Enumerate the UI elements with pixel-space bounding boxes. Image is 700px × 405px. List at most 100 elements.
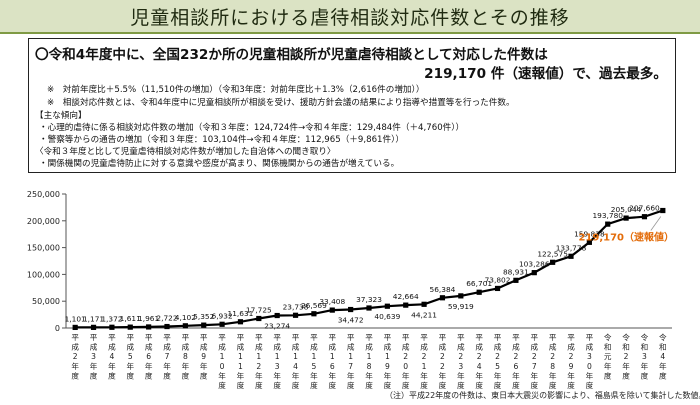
data-label: 40,639 — [374, 312, 400, 321]
data-label: 23,738 — [283, 302, 309, 311]
x-tick-label: 平成 4 年度 — [108, 333, 116, 380]
data-point — [146, 324, 152, 330]
data-label: 2,722 — [156, 314, 177, 323]
data-label: 56,384 — [430, 285, 456, 294]
data-point — [274, 312, 280, 319]
data-label: 23,274 — [264, 322, 290, 331]
x-tick-label: 平成 2 3 年度 — [457, 333, 465, 390]
data-point — [90, 324, 97, 330]
data-label: 34,472 — [338, 316, 364, 325]
data-label: 66,701 — [466, 279, 492, 288]
data-point — [256, 315, 262, 322]
x-tick-label: 令和 4 年度 — [659, 332, 667, 380]
data-point — [586, 239, 592, 245]
data-point — [127, 324, 133, 330]
x-tick-label: 平成 1 3 年度 — [273, 333, 281, 390]
data-point — [531, 270, 537, 276]
data-label: 37,323 — [356, 295, 382, 304]
data-point — [329, 307, 335, 313]
x-tick-label: 平成 2 年度 — [71, 333, 79, 380]
data-point — [458, 293, 464, 299]
data-label: 207,660 — [629, 204, 660, 213]
data-point — [439, 295, 446, 301]
x-tick-label: 平成 9 年度 — [200, 333, 208, 380]
data-label: 1,372 — [101, 314, 122, 323]
data-point — [605, 221, 611, 227]
x-tick-label: 平成 7 年度 — [163, 333, 171, 380]
y-tick-label: 100,000 — [27, 270, 60, 279]
data-point — [219, 321, 225, 327]
x-tick-label: 平成 2 8 年度 — [549, 333, 557, 390]
callout-leader — [650, 216, 662, 231]
y-tick-label: 0 — [55, 324, 60, 333]
x-tick-label: 平成 1 7 年度 — [347, 333, 355, 390]
x-tick-label: 平成 1 8 年度 — [365, 333, 373, 390]
data-label: 6,932 — [212, 311, 233, 320]
data-point — [182, 323, 188, 329]
summary-total: 219,170 件（速報値）で、過去最多。 — [424, 66, 667, 82]
data-point — [623, 215, 629, 221]
y-tick-label: 200,000 — [27, 217, 60, 226]
data-label: 42,664 — [393, 292, 419, 301]
y-tick-label: 150,000 — [27, 244, 60, 253]
x-tick-label: 令和元年度 — [604, 332, 612, 380]
summary-headline: 〇令和4年度中に、全国232か所の児童相談所が児童虐待相談として対応した件数は — [35, 47, 548, 63]
data-label: 133,778 — [556, 243, 587, 252]
data-point — [403, 302, 409, 308]
x-tick-label: 平成 1 6 年度 — [328, 333, 336, 390]
interview-header: 〈令和３年度と比して児童虐待相談対応件数が増加した自治体への聞き取り〉 — [35, 147, 336, 157]
data-point — [550, 259, 556, 265]
data-label: 17,725 — [246, 305, 272, 314]
trend-chart: 0 50,000 100,000 150,000 200,000 250,000 平成 2 年度… — [27, 190, 674, 390]
summary-note-1: ※ 対前年度比＋5.5%（11,510件の増加）（令和3年度：対前年度比＋1.3… — [47, 85, 425, 95]
data-label: 4,102 — [175, 313, 196, 322]
data-label: 205,044 — [611, 205, 642, 214]
x-tick-label: 平成 1 1 年度 — [237, 333, 245, 390]
summary-box: 〇令和4年度中に、全国232か所の児童相談所が児童虐待相談として対応した件数は … — [28, 38, 676, 173]
data-point — [476, 289, 482, 295]
x-tick-label: 平成 8 年度 — [182, 333, 190, 380]
x-tick-label: 平成 2 6 年度 — [512, 333, 520, 390]
data-label: 44,211 — [411, 310, 437, 319]
footnote: （注）平成22年度の件数は、東日本大震災の影響により、福島県を除いて集計した数値… — [385, 391, 700, 400]
data-point — [292, 312, 299, 318]
title-bar: 児童相談所における虐待相談対応件数とその推移 — [0, 0, 700, 34]
x-tick-label: 平成 2 0 年度 — [402, 333, 410, 390]
data-label: 5,352 — [193, 312, 214, 321]
data-label: 33,408 — [319, 297, 345, 306]
data-point — [494, 285, 501, 292]
x-tick-label: 平成 3 年度 — [90, 333, 98, 380]
x-tick-label: 平成 3 0 年度 — [586, 333, 594, 390]
data-point — [568, 253, 574, 259]
data-point — [237, 319, 244, 325]
data-label: 1,611 — [120, 314, 141, 323]
data-label: 193,780 — [592, 211, 623, 220]
summary-note-2: ※ 相談対応件数とは、令和4年度中に児童相談所が相談を受け、援助方針会議の結果に… — [47, 98, 515, 108]
data-point — [366, 305, 372, 311]
x-tick-label: 平成 2 5 年度 — [494, 333, 502, 390]
x-tick-label: 平成 2 2 年度 — [439, 333, 447, 390]
data-point — [311, 311, 317, 317]
data-label: 26,569 — [301, 301, 327, 310]
x-tick-label: 平成 2 9 年度 — [567, 333, 575, 390]
x-tick-label: 平成 1 5 年度 — [310, 333, 318, 390]
x-tick-label: 平成 1 0 年度 — [218, 333, 226, 390]
callout-label: 219,170（速報値） — [578, 231, 674, 244]
data-label: 122,575 — [537, 249, 568, 258]
y-tick-label: 50,000 — [32, 297, 60, 306]
y-tick-label: 250,000 — [27, 190, 60, 199]
data-label: 1,171 — [83, 314, 104, 323]
x-tick-label: 平成 6 年度 — [145, 333, 153, 380]
data-point — [201, 322, 207, 328]
data-label: 103,286 — [519, 260, 550, 269]
trend-item-1: ・心理的虐待に係る相談対応件数の増加（令和３年度：124,724件→令和４年度：… — [39, 123, 465, 133]
page-title: 児童相談所における虐待相談対応件数とその推移 — [130, 7, 570, 29]
data-point — [641, 214, 648, 220]
x-tick-label: 平成 5 年度 — [126, 333, 134, 380]
trend-header: 【主な傾向】 — [35, 111, 87, 121]
x-tick-label: 平成 1 2 年度 — [255, 333, 263, 390]
data-point — [109, 324, 115, 330]
x-tick-label: 令和 3 年度 — [641, 332, 649, 380]
data-point — [513, 277, 519, 283]
data-label: 88,931 — [503, 267, 529, 276]
